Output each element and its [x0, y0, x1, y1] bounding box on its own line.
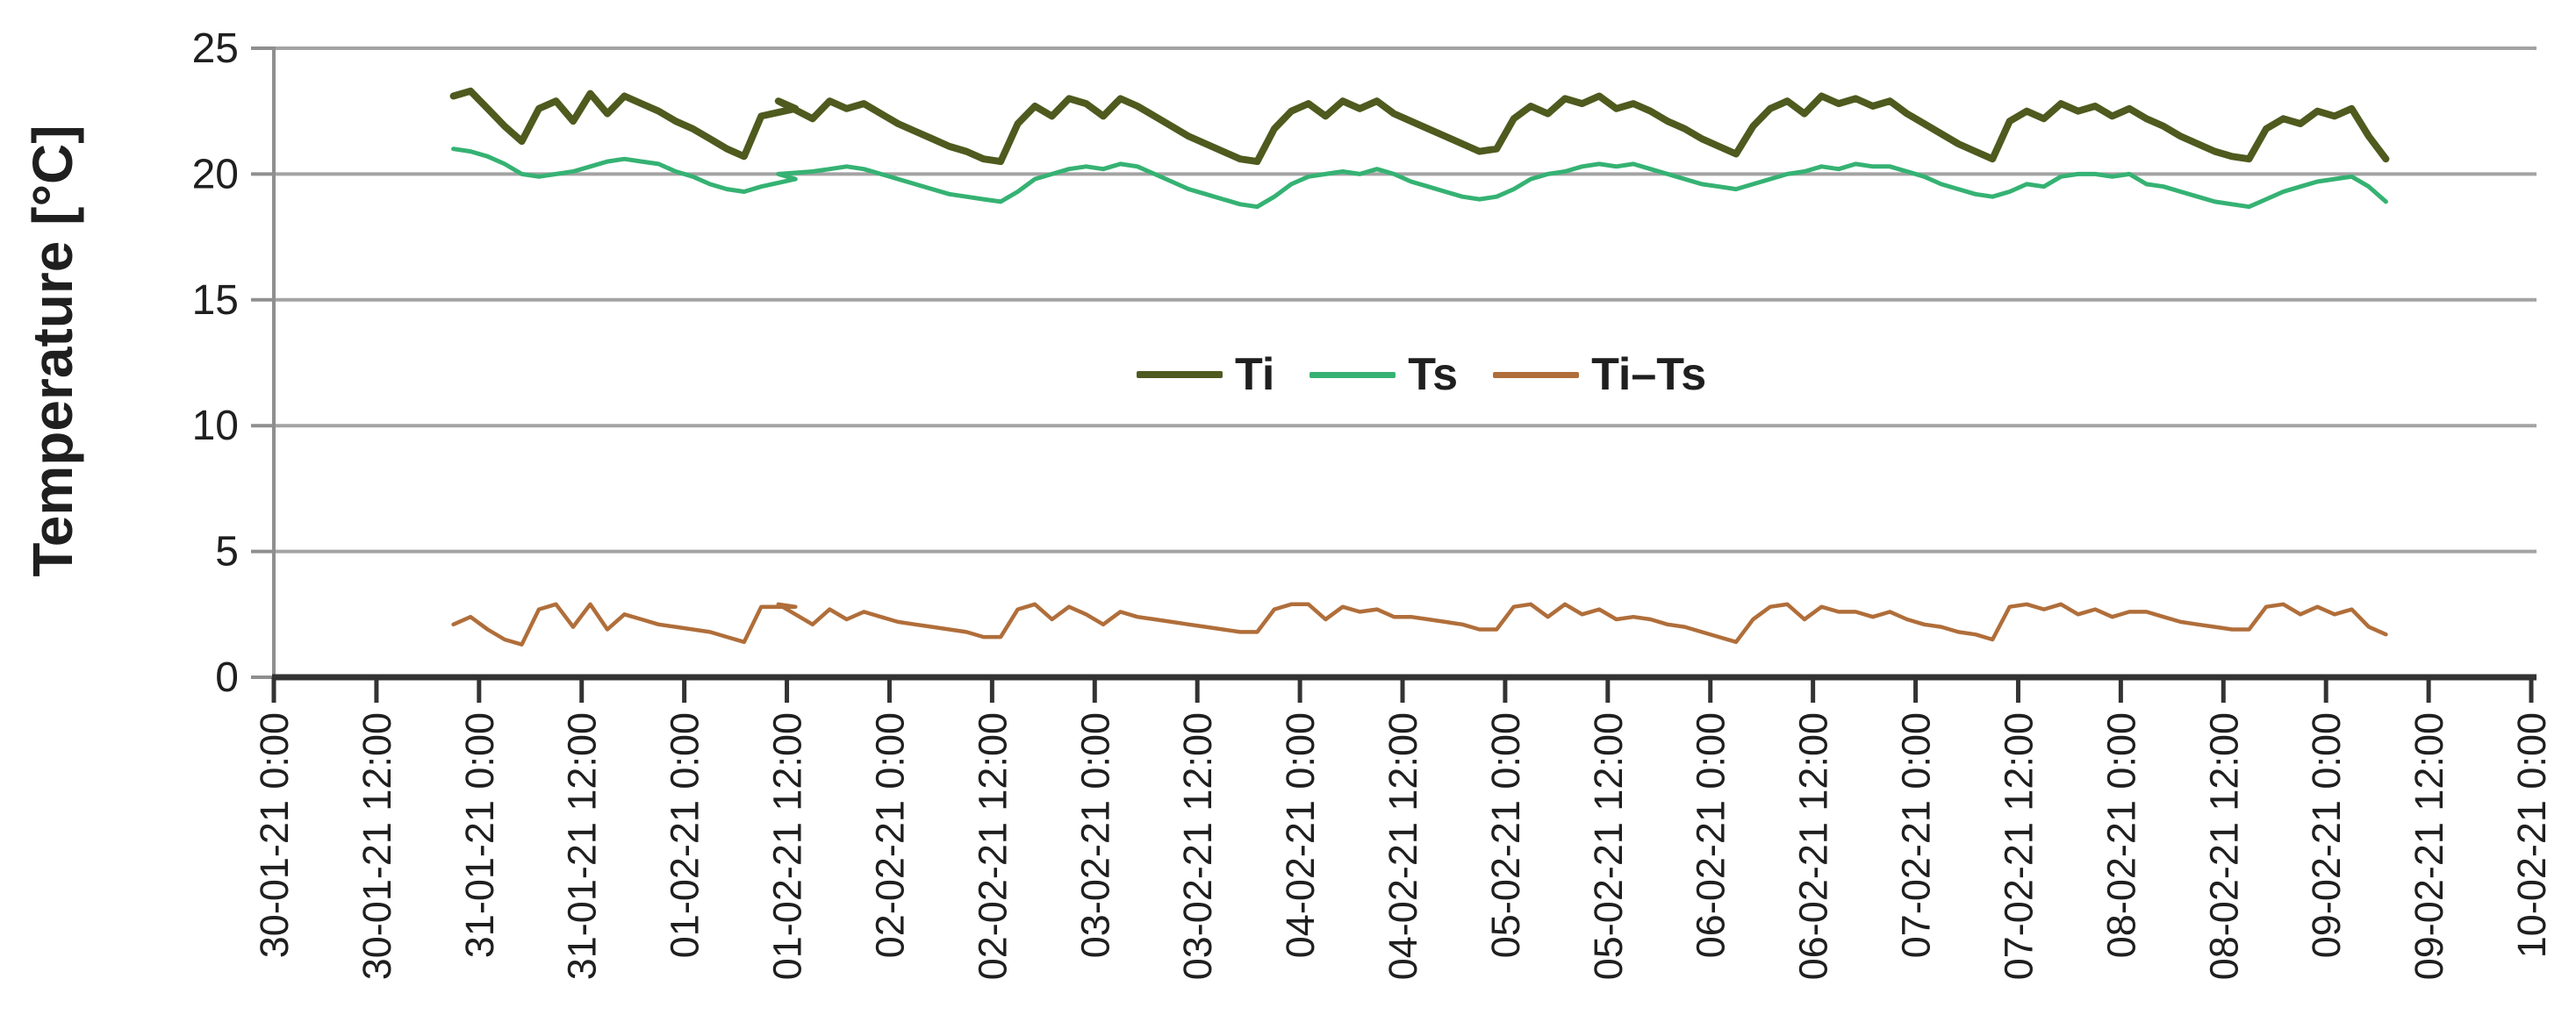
- series-lines-group: [449, 87, 2390, 647]
- x-tick-label-9: 03-02-21 12:00: [1175, 712, 1220, 980]
- x-tick-label-18: 08-02-21 0:00: [2099, 712, 2143, 958]
- x-tick-label-10: 04-02-21 0:00: [1278, 712, 1323, 958]
- y-tick-label-10: 10: [192, 403, 239, 449]
- x-tick-label-2: 31-01-21 0:00: [457, 712, 502, 958]
- x-tick-label-20: 09-02-21 0:00: [2304, 712, 2349, 958]
- series-line-ts: [451, 147, 2388, 210]
- legend-line-sample-ts: [1310, 371, 1396, 378]
- x-tick-label-0: 30-01-21 0:00: [252, 712, 297, 958]
- legend-label-ti-minus-ts: Ti–Ts: [1591, 349, 1707, 400]
- x-tick-label-15: 06-02-21 12:00: [1791, 712, 1836, 980]
- x-tick-label-1: 30-01-21 12:00: [355, 712, 399, 980]
- x-tick-label-6: 02-02-21 0:00: [867, 712, 912, 958]
- legend-item-ts: Ts: [1310, 348, 1458, 401]
- x-tick-label-17: 07-02-21 12:00: [1996, 712, 2041, 980]
- legend: Ti Ts Ti–Ts: [1137, 348, 1706, 401]
- x-tick-label-22: 10-02-21 0:00: [2509, 712, 2554, 958]
- x-tick-label-11: 04-02-21 12:00: [1381, 712, 1425, 980]
- y-tick-label-15: 15: [192, 277, 239, 324]
- y-tick-label-0: 0: [215, 654, 239, 701]
- series-line-ti-minus-ts: [451, 602, 2388, 647]
- x-tick-label-13: 05-02-21 12:00: [1586, 712, 1631, 980]
- x-tick-label-7: 02-02-21 12:00: [970, 712, 1015, 980]
- y-tick-label-5: 5: [215, 529, 239, 575]
- axes-group: [251, 46, 2537, 703]
- x-tick-label-5: 01-02-21 12:00: [765, 712, 810, 980]
- legend-line-sample-ti-minus-ts: [1493, 371, 1580, 378]
- series-line-ti: [449, 87, 2390, 166]
- gridlines-group: [274, 46, 2537, 554]
- x-tick-label-3: 31-01-21 12:00: [560, 712, 605, 980]
- x-tick-label-12: 05-02-21 0:00: [1483, 712, 1528, 958]
- x-tick-label-8: 03-02-21 0:00: [1073, 712, 1117, 958]
- axis-labels-group: 0 5 10 15 20 25 30-01-21 0:00 30-01-21 12:00 31-…: [192, 25, 2554, 980]
- x-tick-label-4: 01-02-21 0:00: [663, 712, 707, 958]
- x-tick-label-14: 06-02-21 0:00: [1689, 712, 1733, 958]
- y-tick-label-25: 25: [192, 25, 239, 72]
- x-tick-label-21: 09-02-21 12:00: [2407, 712, 2451, 980]
- y-axis-title: Temperature [°C]: [21, 125, 84, 576]
- legend-line-sample-ti: [1137, 371, 1223, 378]
- legend-label-ti: Ti: [1235, 349, 1275, 400]
- y-tick-label-20: 20: [192, 151, 239, 197]
- legend-label-ts: Ts: [1408, 349, 1459, 400]
- x-tick-label-19: 08-02-21 12:00: [2201, 712, 2246, 980]
- x-tick-label-16: 07-02-21 0:00: [1894, 712, 1939, 958]
- legend-item-ti-minus-ts: Ti–Ts: [1493, 348, 1706, 401]
- legend-item-ti: Ti: [1137, 348, 1274, 401]
